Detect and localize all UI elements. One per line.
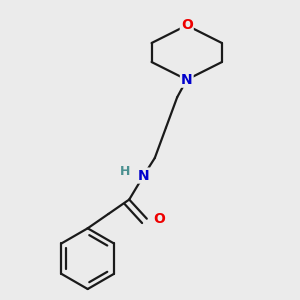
Text: N: N [138, 169, 149, 183]
Text: O: O [181, 18, 193, 32]
Text: H: H [120, 165, 130, 178]
Text: O: O [153, 212, 165, 226]
Text: N: N [181, 73, 193, 87]
